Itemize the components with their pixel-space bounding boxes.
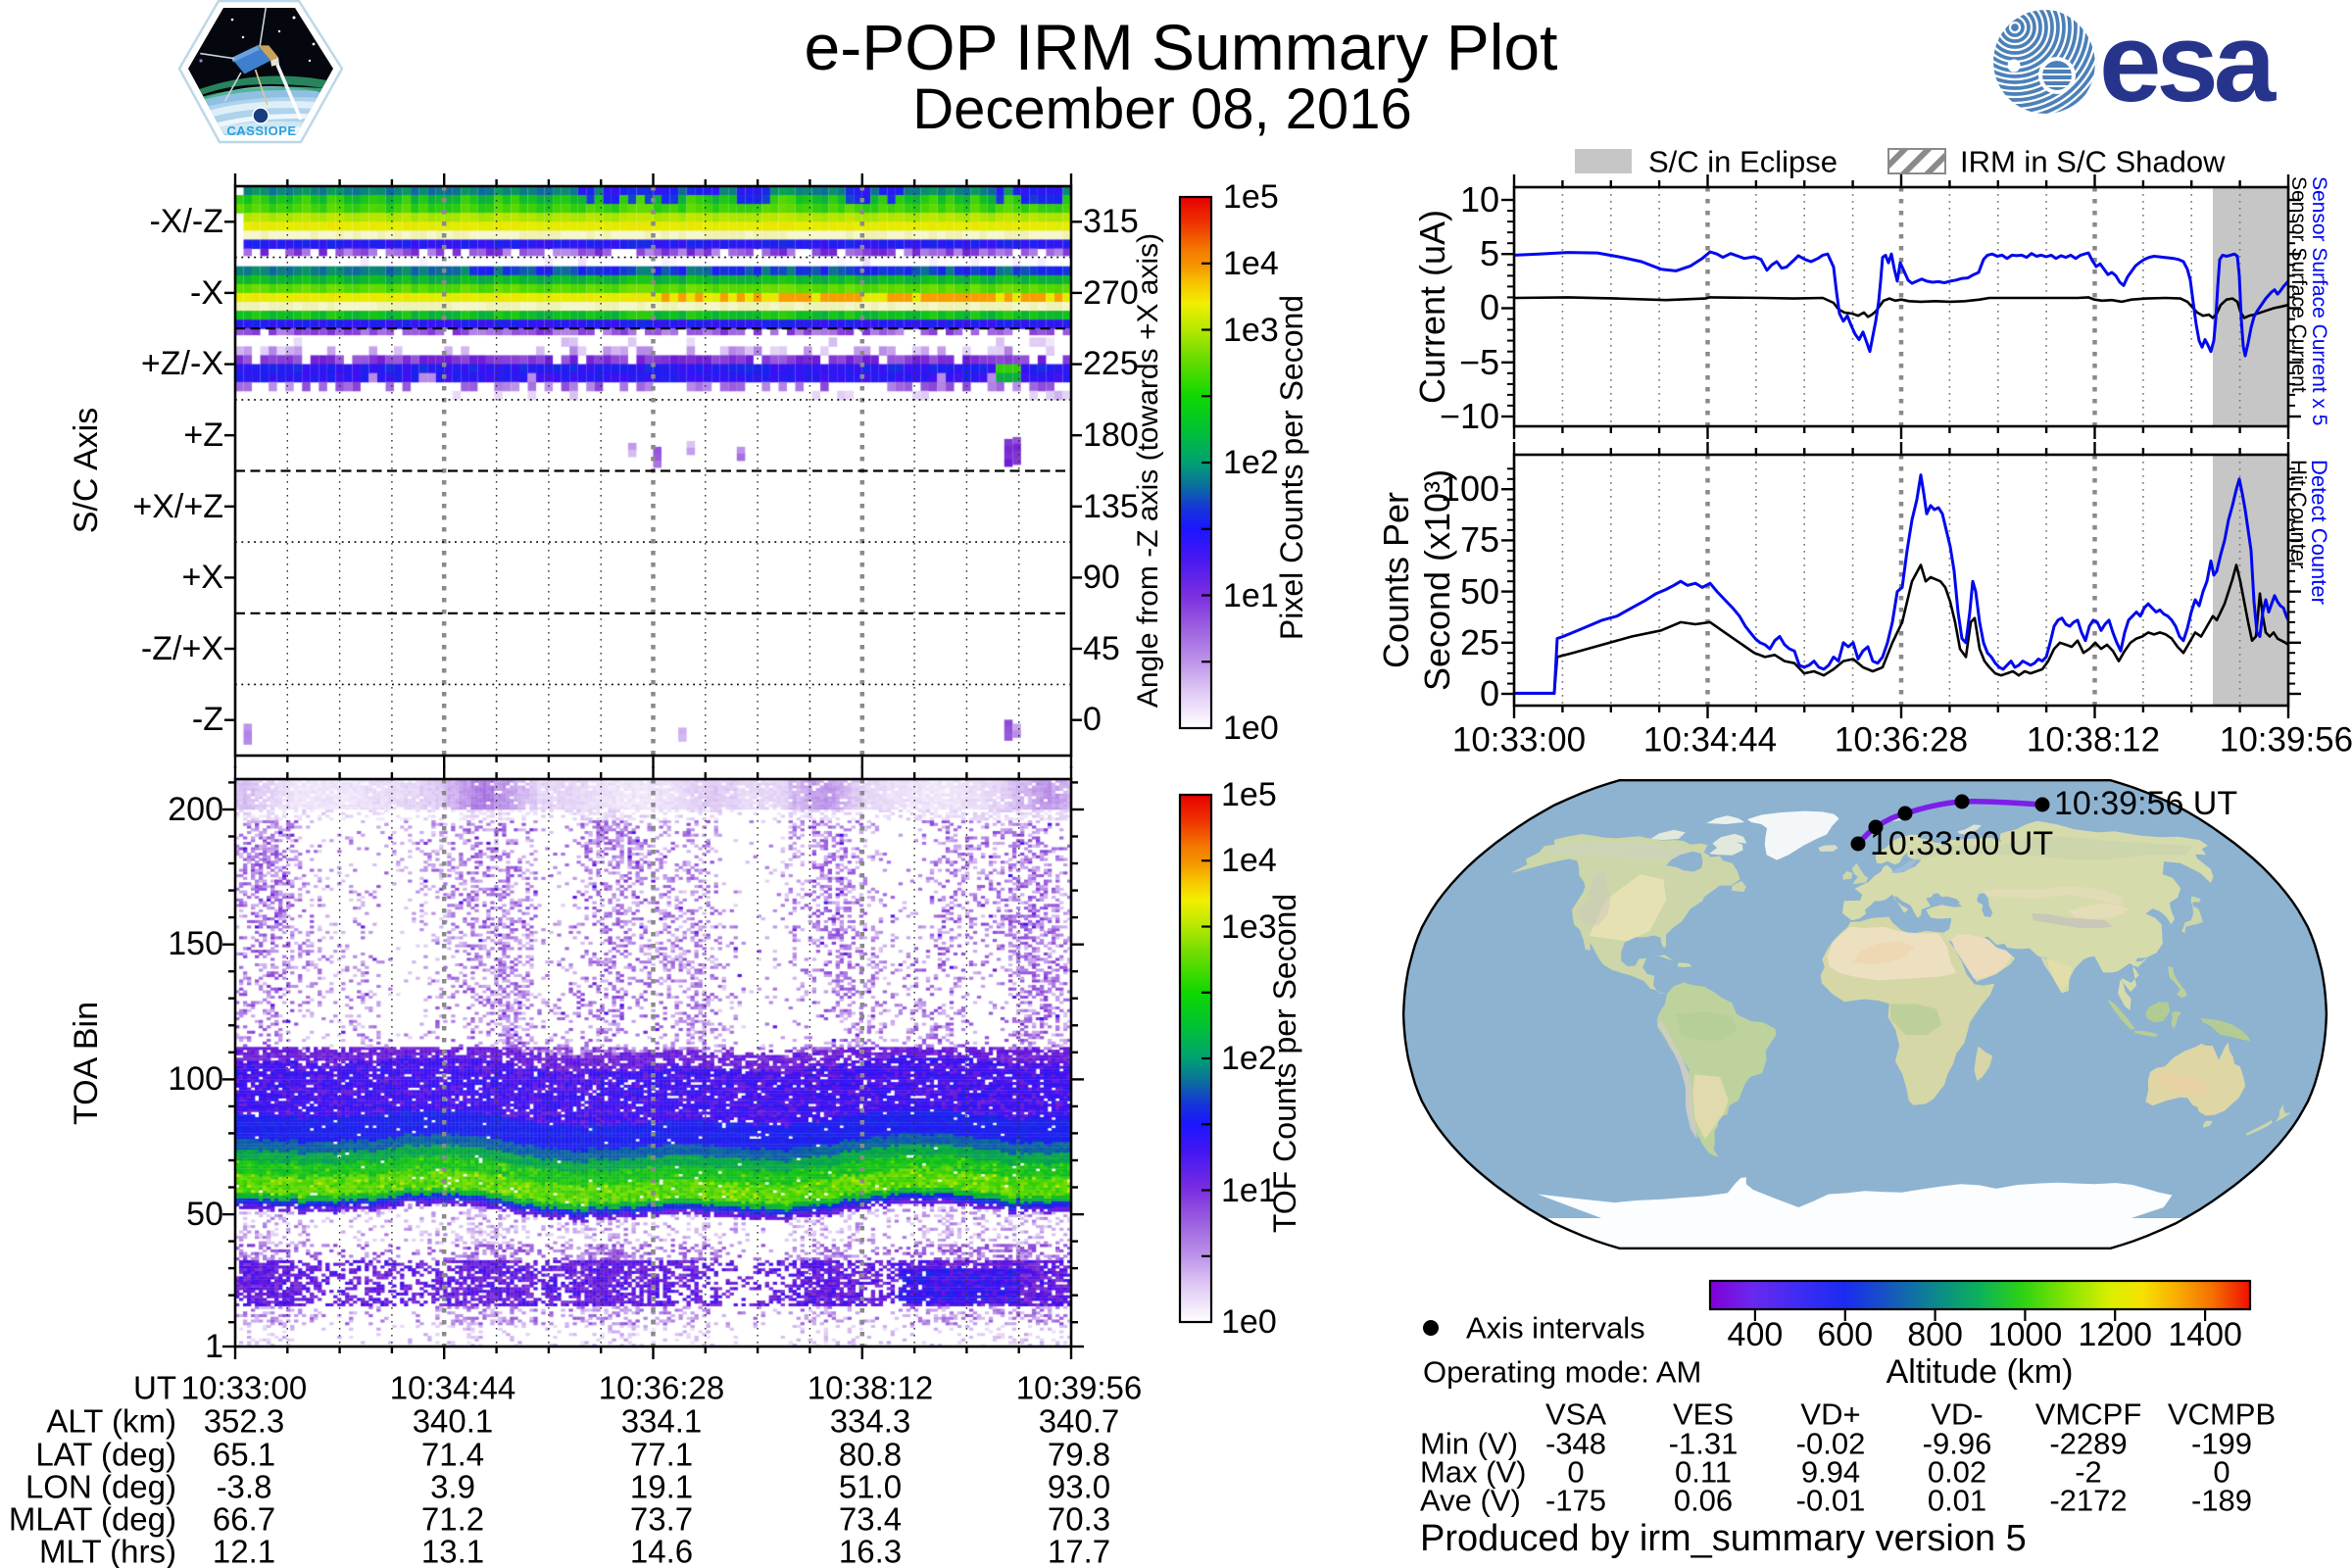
svg-text:esa: esa	[2099, 1, 2278, 125]
svg-text:CASSIOPE: CASSIOPE	[226, 123, 296, 138]
